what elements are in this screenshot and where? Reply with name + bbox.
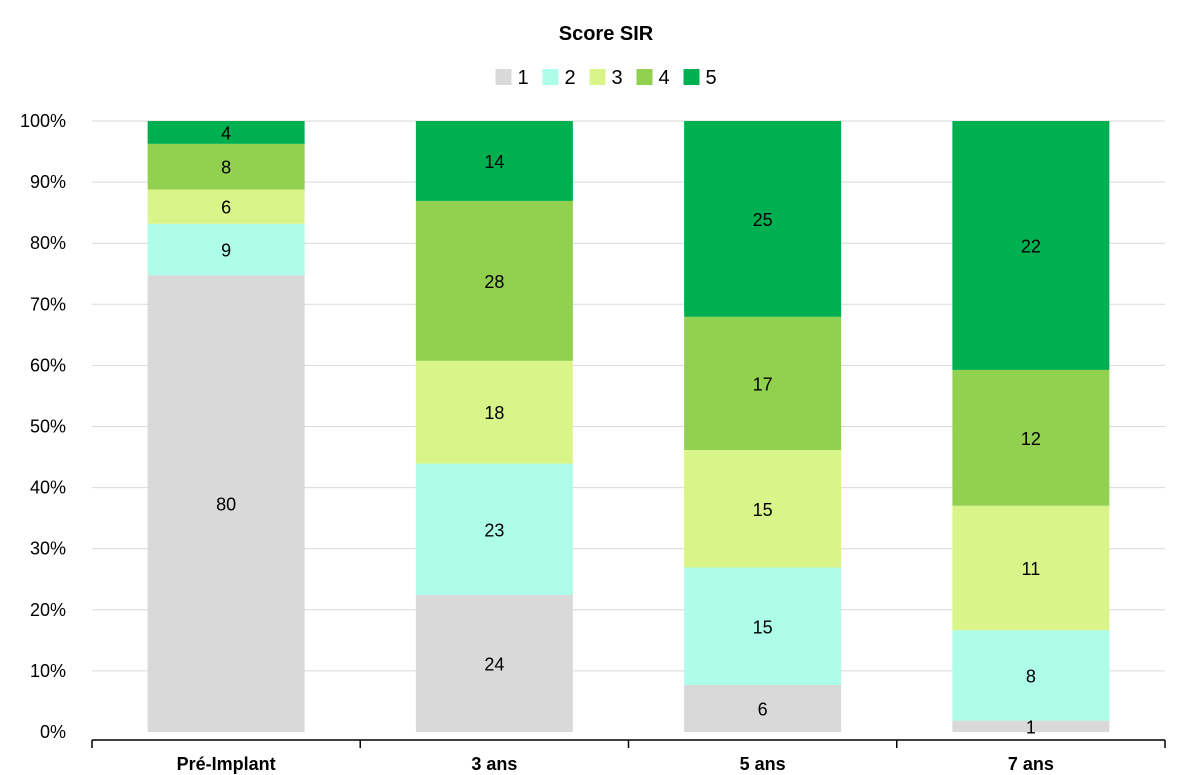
- y-tick-label: 30%: [30, 539, 66, 559]
- y-tick-label: 20%: [30, 600, 66, 620]
- bar-segment: [415, 121, 573, 201]
- data-label: 6: [758, 700, 768, 720]
- data-label: 23: [484, 520, 504, 540]
- data-label: 8: [1026, 666, 1036, 686]
- data-label: 9: [221, 240, 231, 260]
- data-label: 18: [484, 403, 504, 423]
- y-tick-label: 80%: [30, 233, 66, 253]
- y-tick-label: 100%: [20, 111, 66, 131]
- bar-segment: [684, 450, 842, 568]
- data-label: 25: [753, 210, 773, 230]
- y-tick-label: 90%: [30, 172, 66, 192]
- bar-segment: [952, 369, 1110, 506]
- chart-title: Score SIR: [559, 23, 654, 45]
- legend-label: 3: [612, 67, 623, 89]
- bar-segment: [684, 316, 842, 450]
- x-axis: Pré-Implant 3 ans 5 ans 7 ans: [91, 739, 1166, 774]
- bar-segment: [147, 143, 305, 190]
- y-tick-label: 50%: [30, 417, 66, 437]
- data-label: 11: [1022, 559, 1041, 579]
- y-tick-label: 70%: [30, 294, 66, 314]
- data-label: 12: [1021, 429, 1041, 449]
- legend-label: 2: [565, 67, 576, 89]
- bar-segment: [147, 223, 305, 276]
- bar-segment: [952, 505, 1110, 631]
- bar-segment: [952, 630, 1110, 721]
- data-label: 80: [216, 495, 236, 515]
- x-tick-label: 7 ans: [1008, 754, 1054, 774]
- legend: 1 2 3 4 5: [495, 67, 717, 89]
- x-tick-label: 5 ans: [740, 754, 786, 774]
- bar-segment: [415, 360, 573, 464]
- legend-swatch: [636, 69, 653, 85]
- bar-segment: [952, 720, 1110, 732]
- legend-swatch: [542, 69, 559, 85]
- legend-swatch: [683, 69, 700, 85]
- bar-segment: [415, 594, 573, 732]
- bar-segment: [415, 463, 573, 595]
- legend-label: 1: [518, 67, 529, 89]
- data-label: 17: [753, 374, 773, 394]
- y-tick-label: 60%: [30, 355, 66, 375]
- y-axis-ticks: 0% 10% 20% 30% 40% 50% 60% 70% 80% 90% 100%: [20, 111, 66, 742]
- data-label: 15: [753, 617, 773, 637]
- y-tick-label: 0%: [40, 722, 66, 742]
- x-tick-label: 3 ans: [471, 754, 517, 774]
- x-tick-label: Pré-Implant: [177, 754, 276, 774]
- bar-segment: [952, 121, 1110, 370]
- bar-segment: [684, 121, 842, 317]
- bar-segment: [147, 275, 305, 732]
- data-label: 15: [753, 500, 773, 520]
- data-label: 1: [1026, 717, 1036, 737]
- legend-swatch: [495, 69, 512, 85]
- data-label: 28: [484, 272, 504, 292]
- legend-label: 5: [706, 67, 717, 89]
- data-label: 4: [221, 123, 231, 143]
- y-tick-label: 10%: [30, 661, 66, 681]
- bars: [147, 121, 1110, 732]
- bar-segment: [415, 200, 573, 361]
- data-label: 8: [221, 158, 231, 178]
- data-label: 6: [221, 198, 231, 218]
- bar-segment: [147, 189, 305, 224]
- bar-segment: [684, 567, 842, 685]
- legend-swatch: [589, 69, 606, 85]
- data-label: 24: [484, 654, 504, 674]
- bar-segment: [147, 121, 305, 144]
- y-tick-label: 40%: [30, 478, 66, 498]
- data-label: 22: [1021, 236, 1041, 256]
- data-label: 14: [484, 152, 504, 172]
- bar-segment: [684, 685, 842, 732]
- legend-label: 4: [659, 67, 670, 89]
